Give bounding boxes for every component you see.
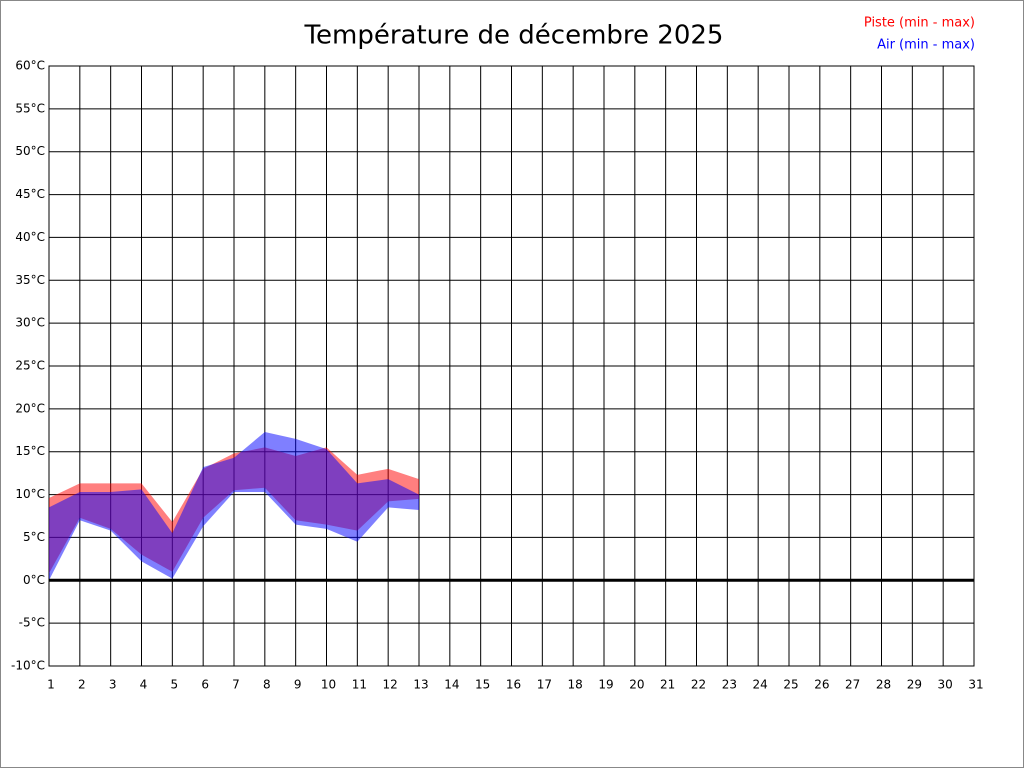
y-tick-label: -10°C bbox=[11, 659, 45, 673]
x-tick-label: 6 bbox=[201, 678, 209, 692]
x-tick-label: 11 bbox=[352, 678, 367, 692]
x-tick-label: 5 bbox=[171, 678, 179, 692]
y-tick-label: 30°C bbox=[15, 316, 45, 330]
y-tick-label: 20°C bbox=[15, 401, 45, 415]
x-tick-label: 16 bbox=[506, 678, 521, 692]
x-tick-label: 14 bbox=[444, 678, 459, 692]
x-tick-label: 4 bbox=[140, 678, 148, 692]
y-tick-label: -5°C bbox=[19, 616, 45, 630]
x-tick-label: 28 bbox=[876, 678, 891, 692]
y-tick-label: 55°C bbox=[15, 101, 45, 115]
x-tick-label: 30 bbox=[938, 678, 953, 692]
x-tick-label: 2 bbox=[78, 678, 86, 692]
x-tick-label: 23 bbox=[722, 678, 737, 692]
range-band bbox=[49, 432, 419, 581]
y-tick-label: 5°C bbox=[23, 530, 45, 544]
x-tick-label: 24 bbox=[753, 678, 768, 692]
x-tick-label: 8 bbox=[263, 678, 271, 692]
x-tick-label: 21 bbox=[660, 678, 675, 692]
y-tick-label: 35°C bbox=[15, 273, 45, 287]
y-tick-label: 25°C bbox=[15, 359, 45, 373]
y-tick-label: 10°C bbox=[15, 487, 45, 501]
x-tick-label: 18 bbox=[568, 678, 583, 692]
x-tick-label: 10 bbox=[321, 678, 336, 692]
x-tick-label: 17 bbox=[537, 678, 552, 692]
x-tick-label: 31 bbox=[968, 678, 983, 692]
x-tick-label: 13 bbox=[413, 678, 428, 692]
x-tick-label: 19 bbox=[598, 678, 613, 692]
x-tick-label: 25 bbox=[783, 678, 798, 692]
y-tick-label: 0°C bbox=[23, 573, 45, 587]
x-tick-label: 3 bbox=[109, 678, 117, 692]
x-tick-label: 12 bbox=[383, 678, 398, 692]
y-tick-label: 60°C bbox=[15, 59, 45, 73]
x-tick-label: 7 bbox=[232, 678, 240, 692]
x-tick-label: 15 bbox=[475, 678, 490, 692]
x-tick-label: 1 bbox=[47, 678, 55, 692]
x-tick-label: 20 bbox=[629, 678, 644, 692]
y-tick-label: 45°C bbox=[15, 187, 45, 201]
y-tick-label: 50°C bbox=[15, 144, 45, 158]
x-tick-label: 26 bbox=[814, 678, 829, 692]
legend-entry: Piste (min - max) bbox=[864, 16, 975, 31]
x-tick-label: 22 bbox=[691, 678, 706, 692]
x-tick-label: 29 bbox=[907, 678, 922, 692]
y-tick-label: 40°C bbox=[15, 230, 45, 244]
chart-title: Température de décembre 2025 bbox=[304, 21, 724, 51]
x-tick-label: 27 bbox=[845, 678, 860, 692]
x-tick-label: 9 bbox=[294, 678, 302, 692]
legend-entry: Air (min - max) bbox=[877, 38, 975, 53]
y-tick-label: 15°C bbox=[15, 444, 45, 458]
